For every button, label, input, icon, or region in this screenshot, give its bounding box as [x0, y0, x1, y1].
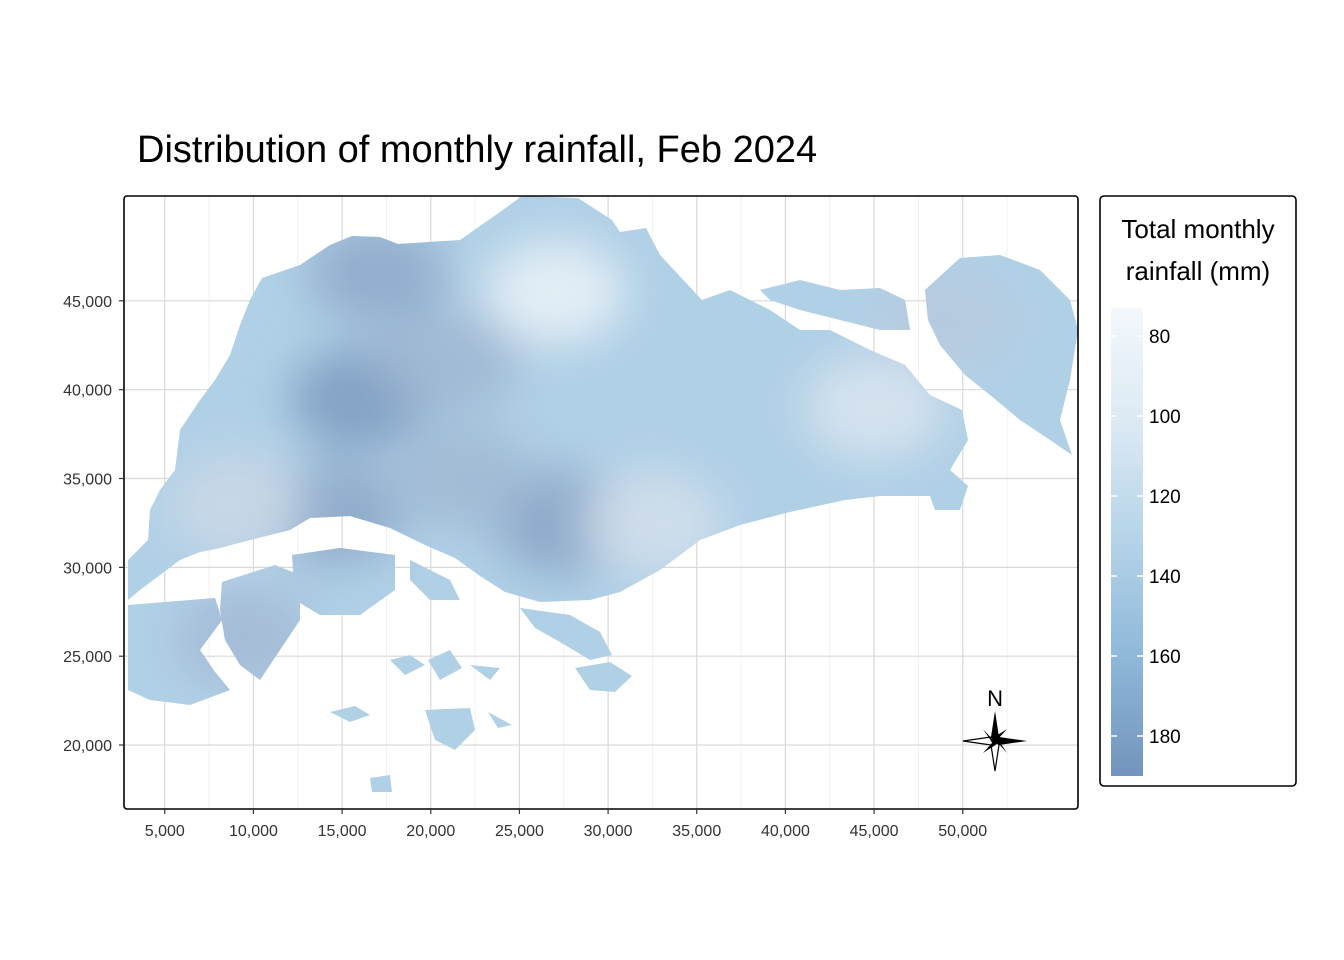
- x-tick-label: 25,000: [495, 823, 544, 840]
- east-arrow-needle: [995, 737, 1027, 745]
- legend-tick-label: 140: [1149, 567, 1181, 588]
- x-tick-label: 45,000: [850, 823, 899, 840]
- x-tick-label: 15,000: [318, 823, 367, 840]
- x-tick-label: 5,000: [145, 823, 185, 840]
- chart-title: Distribution of monthly rainfall, Feb 20…: [137, 129, 817, 171]
- rainfall-hotspot: [378, 311, 519, 416]
- north-arrow: N: [962, 686, 1027, 772]
- legend-colorbar: [1111, 308, 1143, 776]
- legend-tick-label: 80: [1149, 327, 1170, 348]
- legend-tick-label: 160: [1149, 647, 1181, 668]
- x-tick-label: 40,000: [761, 823, 810, 840]
- rainfall-hotspot: [165, 453, 306, 558]
- north-label: N: [987, 686, 1003, 711]
- legend-title-line-1: Total monthly: [1121, 214, 1274, 244]
- legend-title-line-2: rainfall (mm): [1126, 256, 1270, 286]
- rainfall-hotspot: [582, 470, 723, 575]
- x-tick-label: 30,000: [584, 823, 633, 840]
- compass-diagonal: [983, 729, 995, 744]
- y-tick-label: 20,000: [63, 738, 112, 755]
- y-tick-label: 40,000: [63, 383, 112, 400]
- rainfall-hotspot: [804, 355, 945, 460]
- x-tick-label: 10,000: [229, 823, 278, 840]
- legend-tick-label: 100: [1149, 407, 1181, 428]
- rainfall-hotspot: [396, 426, 537, 531]
- compass-diagonal: [983, 741, 997, 753]
- x-axis: 5,000 10,000 15,000 20,000 25,000 30,000 35,00…: [145, 809, 987, 840]
- x-tick-label: 20,000: [406, 823, 455, 840]
- rainfall-hotspot: [307, 222, 448, 327]
- legend-tick-label: 120: [1149, 487, 1181, 508]
- x-tick-label: 50,000: [938, 823, 987, 840]
- north-arrow-needle: [991, 711, 999, 741]
- y-tick-label: 45,000: [63, 294, 112, 311]
- rainfall-hotspot: [484, 239, 625, 344]
- y-tick-label: 35,000: [63, 472, 112, 489]
- y-axis: 20,000 25,000 30,000 35,000 40,000 45,000: [63, 294, 124, 755]
- y-tick-label: 25,000: [63, 649, 112, 666]
- y-tick-label: 30,000: [63, 560, 112, 577]
- compass-diagonal: [993, 729, 1007, 741]
- legend-box: [1099, 195, 1297, 787]
- rainfall-surface: [128, 196, 1078, 792]
- rainfall-hotspot: [875, 266, 1016, 371]
- rainfall-hotspot: [174, 586, 315, 691]
- compass-diagonal: [995, 738, 1007, 753]
- x-tick-label: 35,000: [672, 823, 721, 840]
- legend-ticks: 80 100 120 140 160 180: [1111, 327, 1181, 748]
- panel-border: [123, 195, 1079, 810]
- legend-tick-label: 180: [1149, 727, 1181, 748]
- legend: Total monthly rainfall (mm) 80 100 120 140 1…: [1099, 195, 1297, 787]
